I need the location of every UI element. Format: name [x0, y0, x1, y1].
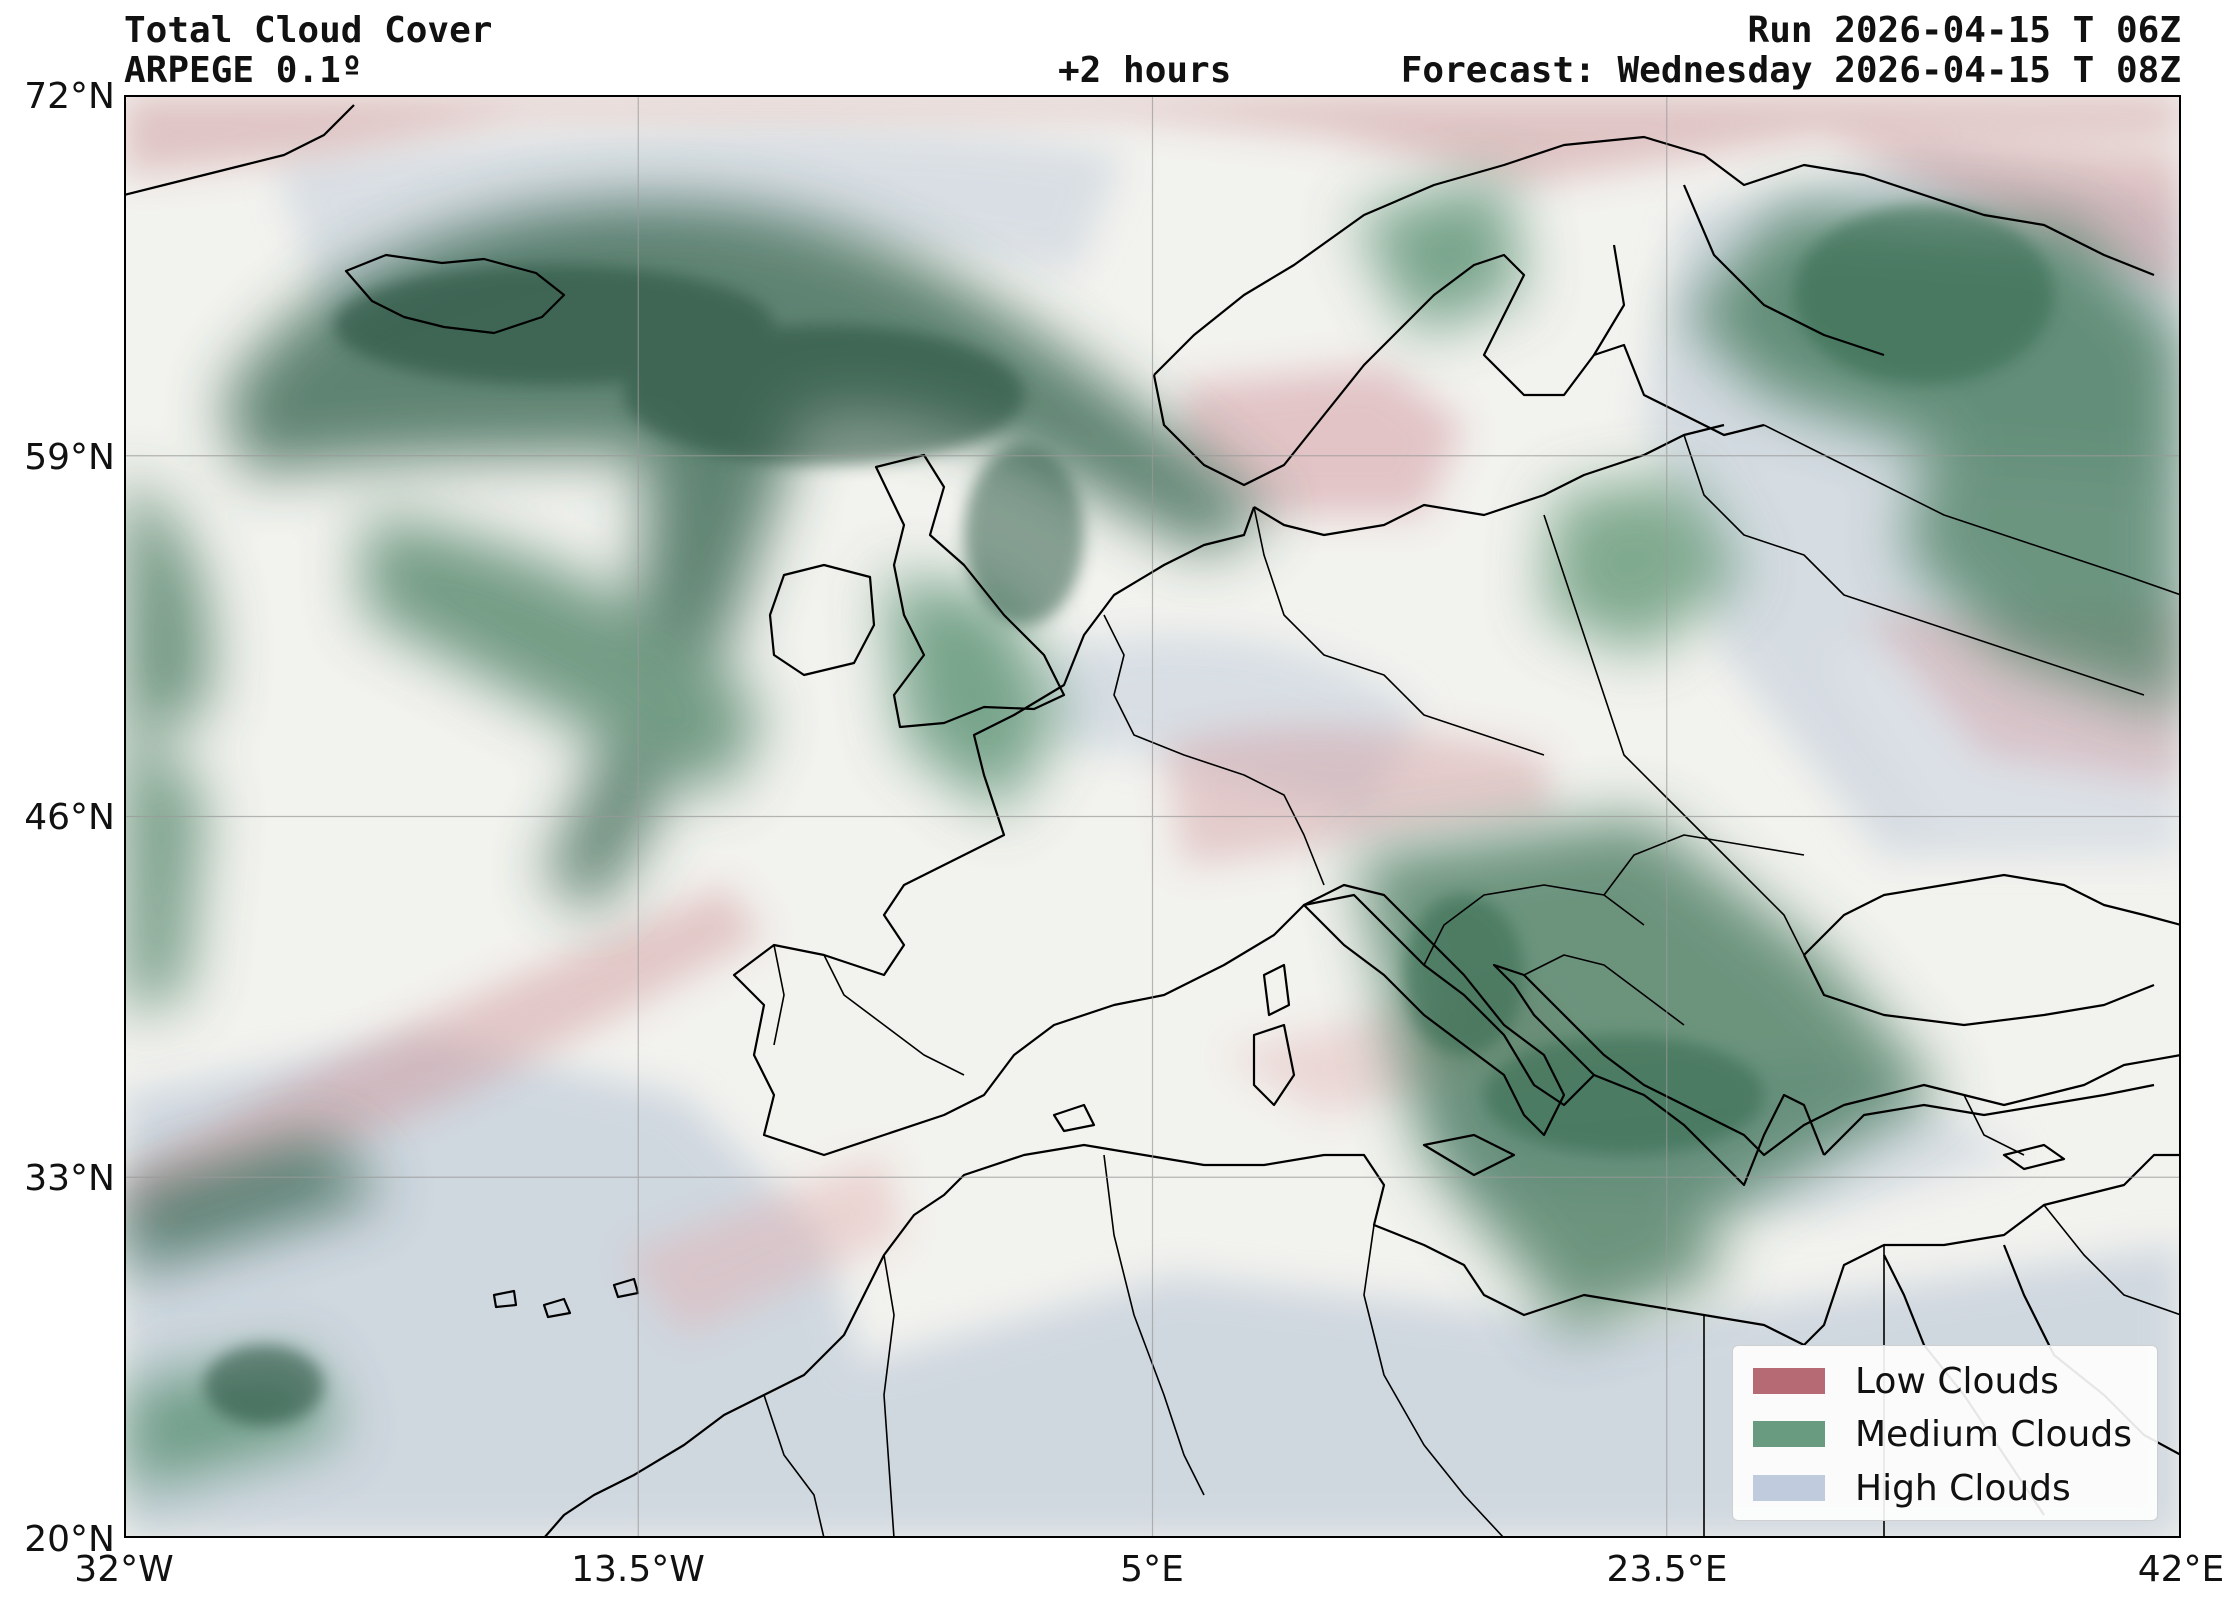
lat-label-72n: 72°N [24, 76, 115, 117]
map-frame [124, 95, 2181, 1538]
high-clouds-swatch [1753, 1475, 1825, 1501]
lead-time-label: +2 hours [1058, 50, 1232, 91]
lon-label-32w: 32°W [74, 1549, 174, 1590]
run-label: Run 2026-04-15 T 06Z [1747, 10, 2181, 51]
lon-label-13-5w: 13.5°W [571, 1549, 705, 1590]
cloud-cover-map [124, 95, 2181, 1538]
lat-label-59n: 59°N [24, 437, 115, 478]
legend-label: Low Clouds [1855, 1360, 2059, 1402]
lon-label-23-5e: 23.5°E [1606, 1549, 1728, 1590]
medium-clouds-swatch [1753, 1421, 1825, 1447]
lat-label-33n: 33°N [24, 1158, 115, 1199]
gridlines [124, 95, 2181, 1538]
legend-item-low-clouds: Low Clouds [1753, 1360, 2059, 1402]
lon-label-5e: 5°E [1120, 1549, 1184, 1590]
lat-label-20n: 20°N [24, 1519, 115, 1560]
medium-clouds-detail [204, 205, 2054, 1425]
model-label: ARPEGE 0.1º [124, 50, 363, 91]
legend-item-high-clouds: High Clouds [1753, 1467, 2071, 1509]
legend-item-medium-clouds: Medium Clouds [1753, 1413, 2132, 1455]
lon-label-42e: 42°E [2137, 1549, 2225, 1590]
map-title: Total Cloud Cover [124, 10, 493, 51]
lat-label-46n: 46°N [24, 797, 115, 838]
legend: Low Clouds Medium Clouds High Clouds [1732, 1345, 2158, 1521]
legend-label: High Clouds [1855, 1467, 2071, 1509]
forecast-label: Forecast: Wednesday 2026-04-15 T 08Z [1400, 50, 2181, 91]
low-clouds-swatch [1753, 1368, 1825, 1394]
legend-label: Medium Clouds [1855, 1413, 2132, 1455]
